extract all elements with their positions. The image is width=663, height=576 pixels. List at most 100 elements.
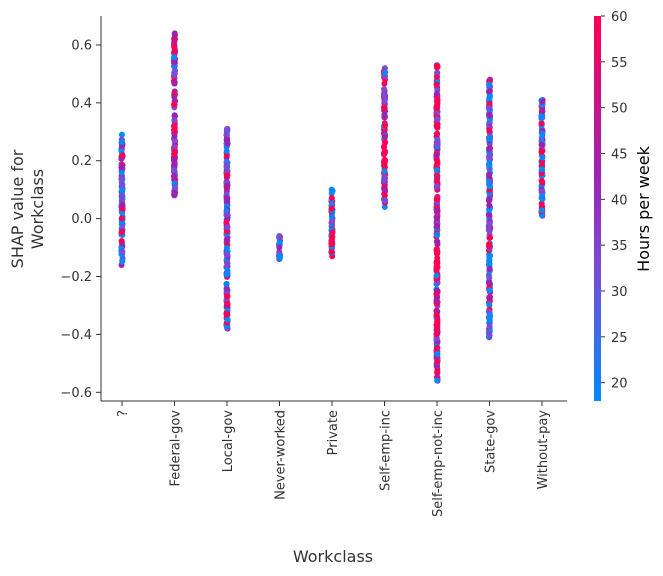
data-point [433, 152, 440, 159]
data-point [434, 369, 441, 376]
data-point [433, 363, 440, 370]
data-point [538, 207, 545, 214]
data-point [329, 241, 336, 248]
colorbar-label: Hours per week [634, 145, 653, 271]
data-point [381, 86, 388, 93]
colorbar [594, 16, 601, 401]
data-point [224, 251, 231, 258]
data-point [223, 219, 230, 226]
data-point [486, 136, 493, 143]
data-point [539, 154, 546, 161]
y-tick-label: −0.6 [60, 386, 92, 401]
data-point [224, 172, 231, 179]
data-point [539, 108, 546, 115]
data-point [171, 112, 178, 119]
data-point [538, 115, 545, 122]
data-point [434, 69, 441, 76]
data-point [381, 191, 388, 198]
x-ticks: ? Federal-gov Local-gov Never-worked Private… [116, 401, 551, 517]
data-point [170, 173, 177, 180]
data-point [538, 149, 545, 156]
data-point [487, 294, 494, 301]
data-point [539, 130, 546, 137]
data-point [223, 211, 230, 218]
data-point [434, 238, 441, 245]
data-point [170, 54, 177, 61]
data-point [486, 94, 493, 101]
data-point [434, 255, 441, 262]
data-point [486, 315, 493, 322]
data-point [223, 285, 230, 292]
data-point [433, 321, 440, 328]
data-point [381, 162, 388, 169]
data-point [433, 312, 440, 319]
colorbar-tick-label: 40 [611, 193, 628, 208]
data-point [118, 237, 125, 244]
data-point [118, 175, 125, 182]
y-tick-label: 0.2 [71, 154, 92, 169]
data-point [434, 207, 441, 214]
y-tick-label: −0.4 [60, 328, 92, 343]
data-point [433, 167, 440, 174]
data-point [538, 188, 545, 195]
data-point [434, 176, 441, 183]
data-point [433, 231, 440, 238]
data-point [276, 253, 283, 260]
data-point [381, 104, 388, 111]
data-point [224, 182, 231, 189]
x-tick-label: Local-gov [221, 410, 236, 473]
data-point [118, 131, 125, 138]
data-point [486, 265, 493, 272]
data-point [486, 178, 493, 185]
data-point [224, 140, 231, 147]
y-ticks: −0.6 −0.4 −0.2 0.0 0.2 0.4 0.6 [60, 38, 101, 401]
data-point [223, 191, 230, 198]
data-point [223, 163, 230, 170]
y-tick-label: 0.4 [71, 96, 92, 111]
data-point [486, 220, 493, 227]
data-point [486, 243, 493, 250]
data-point [223, 310, 230, 317]
data-point [433, 215, 440, 222]
y-axis-title-line: Workclass [28, 169, 47, 249]
data-point [171, 59, 178, 66]
x-tick-label: Federal-gov [169, 410, 184, 487]
data-point [434, 358, 441, 365]
data-point [433, 245, 440, 252]
data-point [328, 213, 335, 220]
data-point [434, 141, 441, 148]
data-point [382, 139, 389, 146]
y-axis-title: SHAP value for Workclass [8, 149, 47, 268]
data-point [382, 197, 389, 204]
data-point [485, 198, 492, 205]
data-point [118, 169, 125, 176]
data-point [171, 43, 178, 50]
data-point [329, 187, 336, 194]
data-point [433, 272, 440, 279]
data-point [276, 233, 283, 240]
data-point [118, 139, 125, 146]
data-point [487, 234, 494, 241]
data-point [539, 179, 546, 186]
data-point [486, 183, 493, 190]
data-point [118, 229, 125, 236]
data-point [119, 152, 126, 159]
data-point [224, 316, 231, 323]
data-point [381, 149, 388, 156]
data-point [486, 202, 493, 209]
data-point [118, 193, 125, 200]
data-point [224, 267, 231, 274]
x-tick-label: Private [326, 410, 341, 455]
x-tick-label: Self-emp-not-inc [431, 410, 446, 517]
colorbar-tick-label: 35 [611, 239, 628, 254]
data-point [381, 186, 388, 193]
data-point [171, 162, 178, 169]
y-tick-label: 0.0 [71, 212, 92, 227]
x-axis-title: Workclass [293, 547, 373, 566]
data-point [118, 164, 125, 171]
data-point [328, 248, 335, 255]
data-point [171, 180, 178, 187]
y-axis-title-line: SHAP value for [8, 149, 27, 268]
data-point [276, 244, 283, 251]
